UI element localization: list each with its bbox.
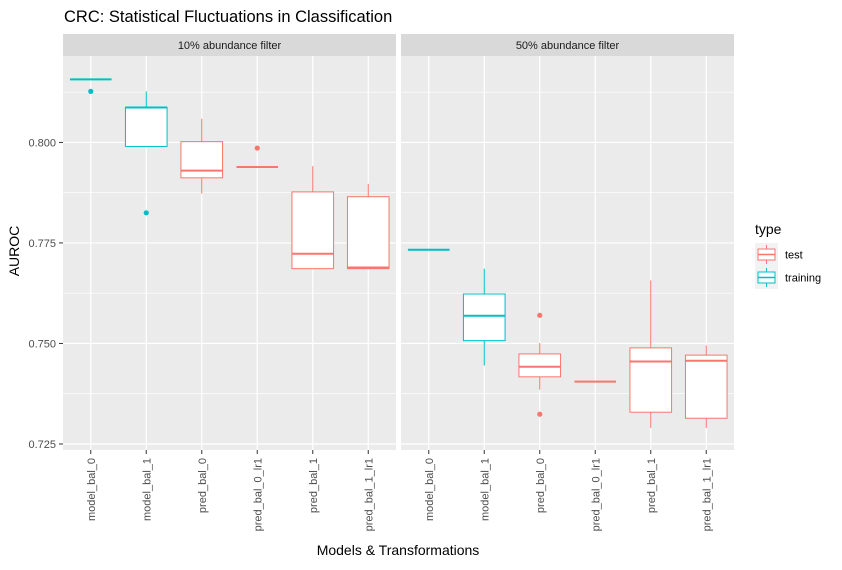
- facet-strip: [63, 34, 396, 56]
- box: [291, 191, 335, 270]
- boxplot-pred_bal_1: [629, 280, 673, 428]
- boxplot-pred_bal_0: [180, 118, 224, 194]
- x-axis-label: Models & Transformations: [317, 542, 480, 558]
- box: [462, 293, 506, 342]
- boxplot-pred_bal_0: [518, 312, 562, 417]
- facet-title: 50% abundance filter: [516, 40, 620, 52]
- y-tick-label: 0.750: [28, 338, 56, 350]
- x-tick-label: model_bal_1: [479, 458, 491, 521]
- facet-panel: 10% abundance filter model_bal_0 model_bal…: [63, 34, 396, 531]
- boxplot-pred_bal_1_lr1: [346, 183, 390, 270]
- outlier-point: [537, 411, 543, 417]
- legend: type test training: [755, 221, 821, 289]
- boxplot-model_bal_0: [69, 78, 112, 94]
- x-tick-label: pred_bal_1: [308, 458, 320, 513]
- panel-background: [401, 56, 734, 450]
- boxplot-model_bal_1: [462, 268, 506, 366]
- box: [180, 141, 224, 179]
- y-tick-label: 0.775: [28, 238, 56, 250]
- x-tick-label: model_bal_0: [424, 458, 436, 521]
- x-tick-label: pred_bal_0_lr1: [590, 458, 602, 531]
- x-tick-label: pred_bal_1_lr1: [701, 458, 713, 531]
- outlier-point: [537, 312, 543, 318]
- facet-strip: [401, 34, 734, 56]
- boxplot-model_bal_1: [124, 91, 168, 216]
- boxplot-pred_bal_1_lr1: [684, 345, 728, 428]
- box: [124, 106, 168, 147]
- facet-panel: 50% abundance filter model_bal_0 model_bal…: [401, 34, 734, 531]
- box: [346, 196, 390, 270]
- outlier-point: [254, 145, 260, 151]
- legend-label: test: [785, 250, 803, 262]
- y-tick-label: 0.800: [28, 137, 56, 149]
- x-tick-label: model_bal_0: [86, 458, 98, 521]
- legend-title: type: [755, 221, 782, 237]
- legend-item-training: training: [755, 266, 821, 289]
- boxplot-pred_bal_0_lr1: [236, 145, 279, 168]
- outlier-point: [88, 88, 94, 94]
- facet-title: 10% abundance filter: [178, 40, 282, 52]
- y-axis: 0.725 0.750 0.775 0.800: [28, 137, 63, 451]
- legend-item-test: test: [755, 243, 803, 266]
- x-tick-label: model_bal_1: [141, 458, 153, 521]
- x-tick-label: pred_bal_1_lr1: [363, 458, 375, 531]
- y-tick-label: 0.725: [28, 439, 56, 451]
- outlier-point: [143, 210, 149, 216]
- facet-panels: 10% abundance filter model_bal_0 model_bal…: [63, 34, 734, 531]
- box: [684, 354, 728, 419]
- chart-title: CRC: Statistical Fluctuations in Classif…: [64, 8, 392, 26]
- x-tick-label: pred_bal_1: [646, 458, 658, 513]
- boxplot-pred_bal_1: [291, 166, 335, 270]
- x-tick-label: pred_bal_0_lr1: [252, 458, 264, 531]
- x-tick-label: pred_bal_0: [197, 458, 209, 513]
- legend-label: training: [785, 273, 821, 285]
- panel-background: [63, 56, 396, 450]
- y-axis-label: AUROC: [6, 226, 22, 277]
- box: [518, 353, 562, 378]
- x-tick-label: pred_bal_0: [535, 458, 547, 513]
- box: [629, 347, 673, 413]
